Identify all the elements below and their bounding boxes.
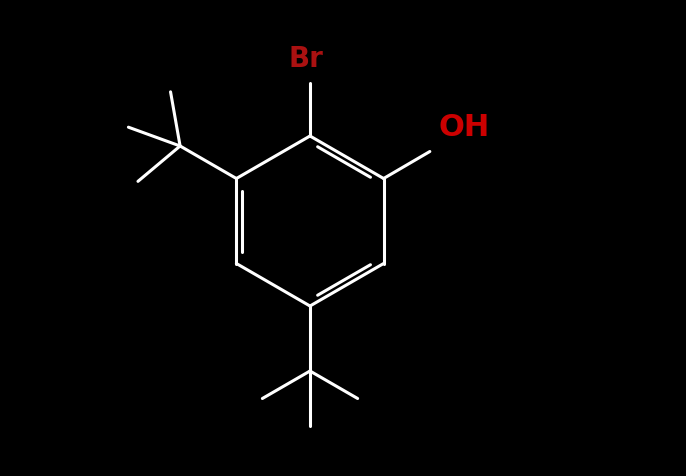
Text: Br: Br: [289, 45, 323, 73]
Text: OH: OH: [439, 112, 490, 141]
